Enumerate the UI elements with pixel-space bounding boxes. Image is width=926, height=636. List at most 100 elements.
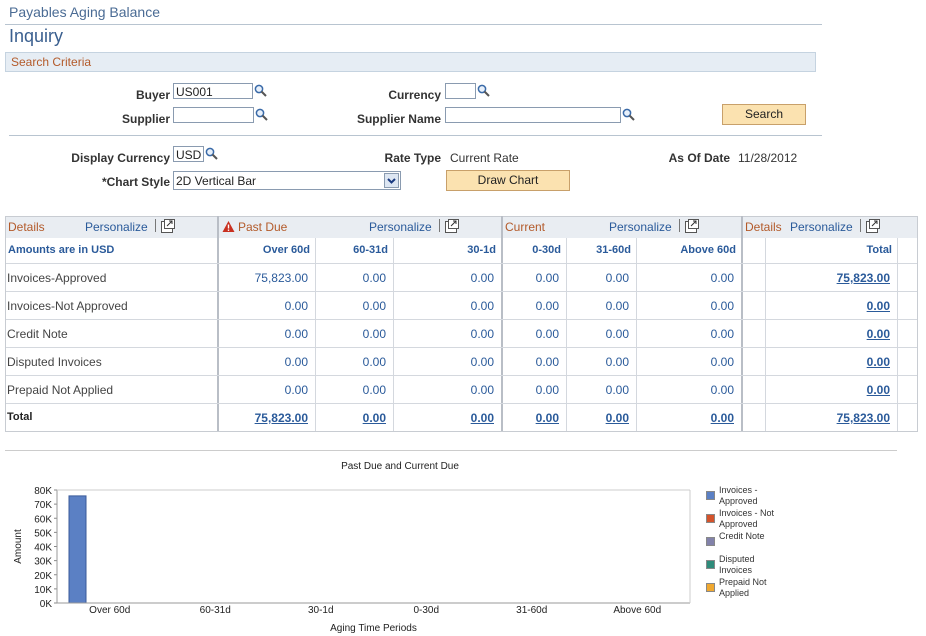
personalize-link[interactable]: Personalize <box>609 220 672 234</box>
bar <box>68 495 87 604</box>
amount: 0.00 <box>710 271 734 285</box>
column-divider <box>765 238 766 431</box>
divider <box>5 450 897 451</box>
popup-icon[interactable] <box>445 219 459 233</box>
draw-chart-button[interactable]: Draw Chart <box>446 170 570 191</box>
amount: 0.00 <box>284 355 308 369</box>
popup-icon[interactable] <box>161 219 175 233</box>
personalize-link[interactable]: Personalize <box>790 220 853 234</box>
group-divider <box>741 216 743 431</box>
amount: 0.00 <box>284 299 308 313</box>
amount-link[interactable]: 0.00 <box>866 299 890 313</box>
amount: 0.00 <box>284 327 308 341</box>
field-label: Currency <box>388 88 441 102</box>
amount: 0.00 <box>362 271 386 285</box>
amount: 0.00 <box>362 383 386 397</box>
amount: 0.00 <box>470 355 494 369</box>
amount-link[interactable]: 0.00 <box>710 411 734 425</box>
y-tick-label: 40K <box>34 543 52 554</box>
group-divider <box>501 216 503 431</box>
row-label: Total <box>7 411 33 423</box>
y-tick-label: 10K <box>34 585 52 596</box>
amount-link[interactable]: 0.00 <box>362 411 386 425</box>
amount: 0.00 <box>284 383 308 397</box>
amount: 0.00 <box>470 271 494 285</box>
amount-link[interactable]: 0.00 <box>866 327 890 341</box>
group-title: Details <box>745 220 782 234</box>
y-tick-label: 0K <box>40 599 53 610</box>
amount: 0.00 <box>362 327 386 341</box>
legend-swatch <box>706 537 715 546</box>
amount: 0.00 <box>362 299 386 313</box>
amount-link[interactable]: 0.00 <box>535 411 559 425</box>
column-divider <box>566 238 567 431</box>
amount-link[interactable]: 75,823.00 <box>836 271 890 285</box>
search-button[interactable]: Search <box>722 104 806 125</box>
divider <box>5 24 822 25</box>
lookup-icon[interactable] <box>254 84 267 97</box>
amount: 0.00 <box>535 355 559 369</box>
row-divider <box>6 263 917 264</box>
column-divider <box>636 238 637 431</box>
legend-label: Disputed Invoices <box>719 554 755 575</box>
supplier-input[interactable] <box>173 107 254 123</box>
amount-link[interactable]: 0.00 <box>605 411 629 425</box>
column-header: 31-60d <box>596 244 631 256</box>
row-divider <box>6 375 917 376</box>
amount: 0.00 <box>605 383 629 397</box>
personalize-link[interactable]: Personalize <box>85 220 148 234</box>
legend-label: Credit Note <box>719 531 765 541</box>
y-tick-label: 70K <box>34 500 52 511</box>
column-header: Over 60d <box>262 244 310 256</box>
column-divider <box>897 238 898 431</box>
field-label: Rate Type <box>384 151 441 165</box>
row-divider <box>6 403 917 404</box>
y-tick-label: 60K <box>34 514 52 525</box>
popup-icon[interactable] <box>685 219 699 233</box>
buyer-input[interactable]: US001 <box>173 83 253 99</box>
popup-icon[interactable] <box>866 219 880 233</box>
row-divider <box>6 319 917 320</box>
currency-input[interactable] <box>445 83 476 99</box>
field-value: 11/28/2012 <box>738 151 798 165</box>
x-tick-label: 31-60d <box>516 605 547 616</box>
lookup-icon[interactable] <box>205 147 218 160</box>
x-axis-label: Aging Time Periods <box>330 623 417 634</box>
x-tick-label: 0-30d <box>413 605 439 616</box>
group-title: Details <box>8 220 45 234</box>
separator <box>679 219 680 232</box>
amount[interactable]: 75,823.00 <box>254 271 308 285</box>
personalize-link[interactable]: Personalize <box>369 220 432 234</box>
lookup-icon[interactable] <box>255 108 268 121</box>
legend-label: Invoices - Approved <box>719 485 758 506</box>
chart-style-select[interactable]: 2D Vertical Bar <box>173 171 401 190</box>
chart-title: Past Due and Current Due <box>341 461 459 472</box>
amount: 0.00 <box>470 327 494 341</box>
supplier-name-input[interactable] <box>445 107 621 123</box>
section-heading: Search Criteria <box>11 55 92 69</box>
separator <box>860 219 861 232</box>
amount: 0.00 <box>470 299 494 313</box>
column-header: 30-1d <box>467 244 496 256</box>
amount-link[interactable]: 75,823.00 <box>836 411 890 425</box>
group-title: Current <box>505 220 546 234</box>
amount-link[interactable]: 0.00 <box>866 383 890 397</box>
legend-swatch <box>706 560 715 569</box>
group-divider <box>217 216 219 431</box>
chart: Past Due and Current Due Amount Aging Time… <box>13 461 691 634</box>
amount-link[interactable]: 75,823.00 <box>254 411 308 425</box>
display-currency-input[interactable]: USD <box>173 146 204 162</box>
row-label: Disputed Invoices <box>7 355 102 369</box>
amount-link[interactable]: 0.00 <box>866 355 890 369</box>
lookup-icon[interactable] <box>622 108 635 121</box>
x-tick-label: 60-31d <box>200 605 231 616</box>
page-title: Payables Aging Balance <box>9 4 160 20</box>
column-header: 60-31d <box>353 244 388 256</box>
field-label: As Of Date <box>668 151 730 165</box>
amount: 0.00 <box>605 327 629 341</box>
amount: 0.00 <box>535 383 559 397</box>
lookup-icon[interactable] <box>477 84 490 97</box>
amount-link[interactable]: 0.00 <box>470 411 494 425</box>
legend-swatch <box>706 514 715 523</box>
legend-swatch <box>706 491 715 500</box>
